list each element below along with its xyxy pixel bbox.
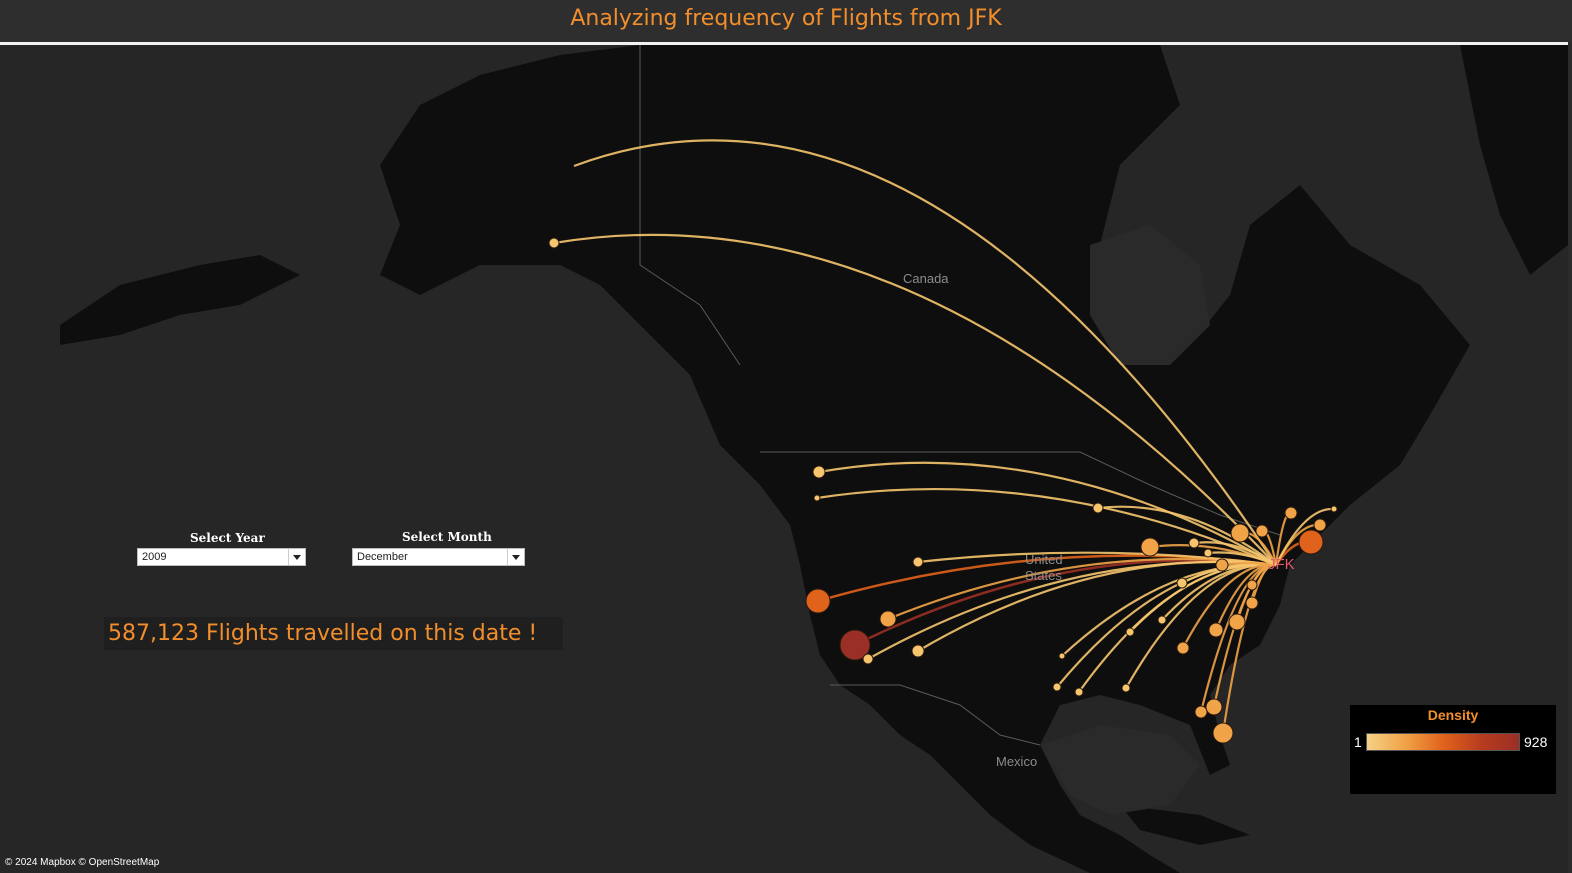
flight-route[interactable] xyxy=(1207,551,1277,567)
flight-route[interactable] xyxy=(917,551,1277,567)
jfk-label: JFK xyxy=(1268,556,1295,573)
legend-min: 1 xyxy=(1354,734,1362,750)
airport-marker[interactable] xyxy=(1230,523,1250,543)
gulf-of-mexico xyxy=(1040,725,1200,815)
airport-marker[interactable] xyxy=(812,465,826,479)
airport-marker[interactable] xyxy=(1298,529,1324,555)
flight-route[interactable] xyxy=(816,487,1277,567)
alaska-border xyxy=(639,45,741,366)
airport-marker[interactable] xyxy=(1245,596,1259,610)
airport-marker[interactable] xyxy=(1246,579,1258,591)
hudson-bay xyxy=(1090,225,1210,365)
airport-marker[interactable] xyxy=(1208,622,1224,638)
greenland-landmass xyxy=(1460,45,1568,275)
flight-route[interactable] xyxy=(818,461,1277,566)
us-mexico-border xyxy=(830,684,1041,746)
year-filter-title: Select Year xyxy=(190,531,265,545)
airport-marker[interactable] xyxy=(805,588,831,614)
airport-marker[interactable] xyxy=(1205,698,1223,716)
airport-marker[interactable] xyxy=(1176,577,1188,589)
water xyxy=(1040,225,1210,815)
airport-marker[interactable] xyxy=(1313,518,1327,532)
united-states-label: United States xyxy=(1025,552,1063,583)
airport-marker[interactable] xyxy=(879,610,897,628)
arctic-islands xyxy=(700,45,900,125)
airport-marker[interactable] xyxy=(1215,558,1229,572)
airport-markers xyxy=(548,237,1338,744)
canada-label: Canada xyxy=(903,271,949,286)
airport-marker[interactable] xyxy=(1074,687,1084,697)
airport-marker[interactable] xyxy=(1212,722,1234,744)
airport-marker[interactable] xyxy=(862,653,874,665)
mexico-label: Mexico xyxy=(996,754,1038,769)
flight-count-summary: 587,123 Flights travelled on this date ! xyxy=(104,617,563,650)
flight-map[interactable]: Canada United States Mexico xyxy=(0,45,1568,873)
cuba xyxy=(1120,805,1250,845)
chevron-down-icon[interactable] xyxy=(507,549,524,565)
borders xyxy=(639,45,1281,746)
airport-marker[interactable] xyxy=(1284,506,1298,520)
airport-marker[interactable] xyxy=(1052,682,1062,692)
map-attribution: © 2024 Mapbox © OpenStreetMap xyxy=(5,857,160,868)
year-select-value: 2009 xyxy=(142,551,167,563)
airport-marker[interactable] xyxy=(1255,524,1269,538)
month-select[interactable]: December xyxy=(352,548,525,566)
chevron-down-icon[interactable] xyxy=(288,549,305,565)
airport-marker[interactable] xyxy=(1188,537,1200,549)
dashboard-header: Analyzing frequency of Flights from JFK xyxy=(0,0,1572,42)
month-filter-title: Select Month xyxy=(402,530,492,544)
airport-marker[interactable] xyxy=(1228,613,1246,631)
header-divider xyxy=(0,42,1568,45)
airport-marker[interactable] xyxy=(1176,641,1190,655)
flight-route[interactable] xyxy=(1097,505,1277,566)
flight-route[interactable] xyxy=(1275,507,1335,566)
airport-marker[interactable] xyxy=(911,644,925,658)
us-canada-border xyxy=(760,451,1281,536)
year-select[interactable]: 2009 xyxy=(137,548,306,566)
airport-marker[interactable] xyxy=(1125,627,1135,637)
flight-route[interactable] xyxy=(553,233,1277,566)
dashboard-title: Analyzing frequency of Flights from JFK xyxy=(570,6,1002,31)
legend-title: Density xyxy=(1427,707,1479,723)
airport-marker[interactable] xyxy=(1194,705,1208,719)
flight-route[interactable] xyxy=(917,560,1277,652)
month-select-value: December xyxy=(357,551,408,563)
airport-marker[interactable] xyxy=(1121,683,1131,693)
map-canvas[interactable] xyxy=(0,45,1568,873)
flight-route[interactable] xyxy=(573,139,1277,566)
flight-route[interactable] xyxy=(1193,541,1277,566)
airport-marker[interactable] xyxy=(1203,548,1213,558)
airport-marker[interactable] xyxy=(1157,615,1167,625)
alaska-peninsula xyxy=(60,255,300,345)
airport-marker[interactable] xyxy=(1330,505,1338,513)
airport-marker[interactable] xyxy=(1058,652,1066,660)
legend-color-ramp xyxy=(1366,733,1520,751)
airport-marker[interactable] xyxy=(548,237,560,249)
land xyxy=(60,45,1568,873)
density-legend: Density 1 928 xyxy=(1350,705,1556,794)
airport-marker[interactable] xyxy=(1140,537,1160,557)
airport-marker[interactable] xyxy=(839,629,871,661)
airport-marker[interactable] xyxy=(1092,502,1104,514)
airport-marker[interactable] xyxy=(912,556,924,568)
airport-marker[interactable] xyxy=(813,494,821,502)
north-america-landmass xyxy=(380,45,1470,873)
legend-max: 928 xyxy=(1524,734,1548,750)
